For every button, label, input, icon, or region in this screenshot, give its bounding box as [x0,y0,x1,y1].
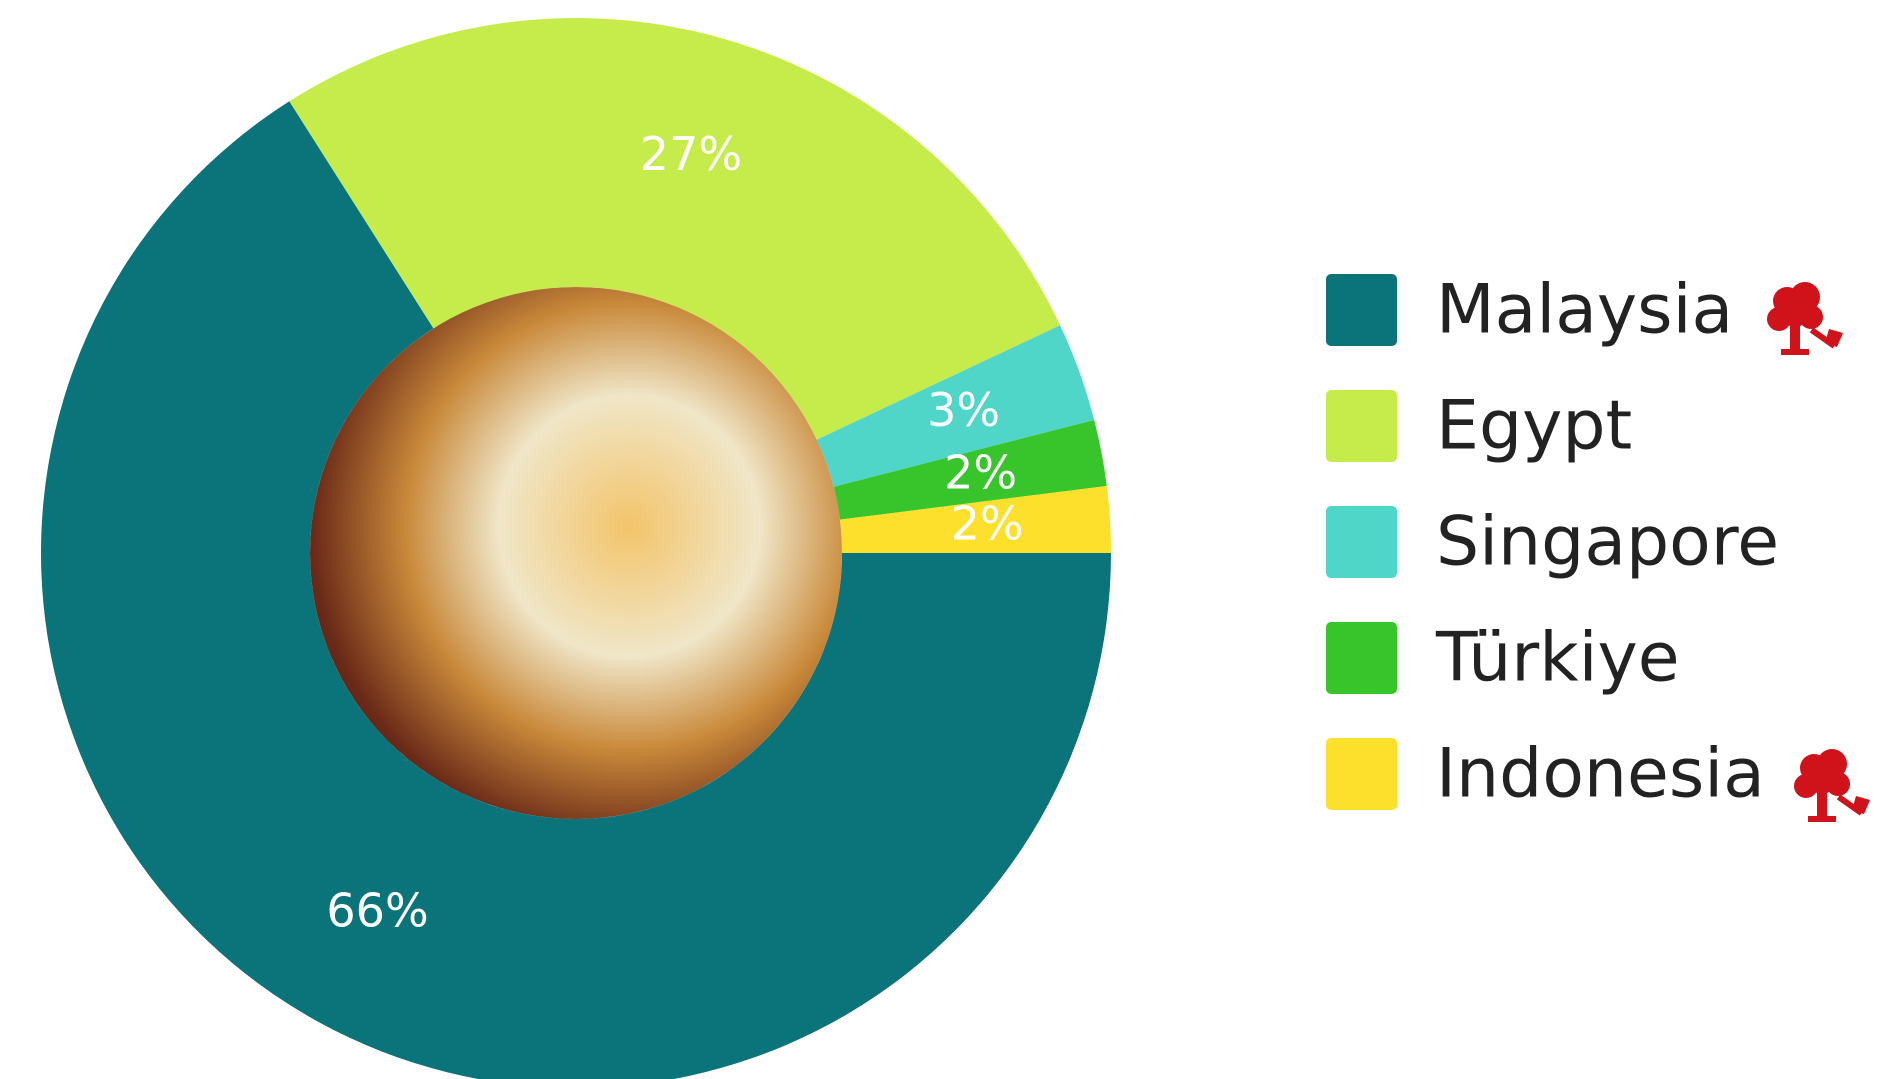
legend: Malaysia Egypt Singapore Türkiye Indonesia [1326,271,1779,814]
slice-label: 66% [326,883,428,937]
legend-label: Egypt [1436,387,1632,466]
legend-swatch [1326,506,1397,578]
deforestation-icon [1794,749,1870,822]
slice-label: 2% [951,497,1024,551]
slice-labels: 66% 27% 3% 2%2% [326,127,1023,938]
slice [41,101,1111,1079]
slice [833,419,1107,520]
slice [839,485,1111,553]
legend-swatch [1326,622,1397,694]
center-photo [310,287,842,819]
legend-swatch [1326,738,1397,810]
legend-swatch [1326,390,1397,462]
legend-label: Türkiye [1435,619,1680,698]
legend-label: Singapore [1436,503,1779,582]
slice-label: 3% [927,383,1000,437]
slice-label: 2% [944,445,1017,499]
legend-swatch [1326,274,1397,346]
slice [816,325,1095,487]
slice-label: 27% [640,127,742,181]
donut [41,17,1111,1079]
slice [289,17,1061,440]
legend-label: Indonesia [1436,735,1765,814]
legend-label: Malaysia [1436,271,1733,350]
deforestation-icon [1767,282,1843,355]
